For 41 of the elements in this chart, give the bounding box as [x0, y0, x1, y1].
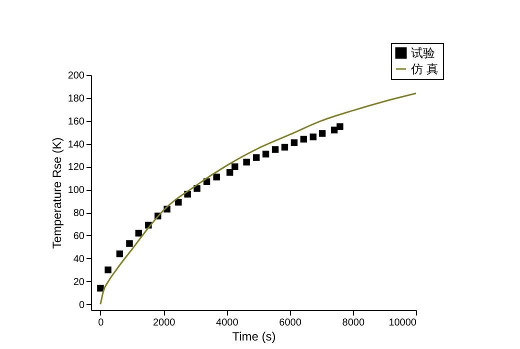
point [262, 150, 270, 158]
x-tick-label: 6000 [279, 318, 302, 328]
point [300, 136, 308, 143]
point [175, 198, 182, 206]
point [281, 144, 288, 151]
legend-label: 试验 [411, 46, 435, 60]
point [104, 266, 112, 274]
legend-label: 仿 真 [410, 62, 438, 76]
y-tick-label: 200 [68, 70, 85, 82]
point [243, 158, 250, 166]
point [272, 146, 279, 153]
point [126, 240, 133, 247]
y-tick-label: 0 [78, 300, 85, 311]
point [116, 250, 124, 258]
y-tick-label: 100 [68, 185, 85, 196]
x-tick-label: 0 [98, 318, 104, 328]
y-tick-label: 80 [73, 208, 85, 220]
point [310, 134, 316, 140]
y-tick-label: 20 [73, 276, 85, 288]
y-tick-label: 60 [73, 230, 85, 242]
point [213, 174, 220, 180]
x-tick-label: 10000 [388, 318, 417, 328]
x-tick-label: 2000 [152, 318, 176, 328]
y-tick-label: 40 [73, 254, 85, 265]
point [290, 139, 298, 146]
point [330, 126, 338, 134]
point [252, 154, 260, 161]
point [232, 163, 238, 170]
x-axis-title: Time (s) [232, 330, 276, 344]
y-axis-title: Temperature Rse (K) [50, 137, 64, 249]
point [336, 123, 344, 130]
point [318, 130, 326, 137]
point [226, 169, 234, 176]
x-tick-label: 4000 [216, 318, 239, 328]
y-tick-label: 180 [68, 93, 85, 104]
point [97, 284, 104, 292]
y-tick-label: 140 [68, 139, 85, 150]
y-tick-label: 120 [68, 162, 85, 174]
y-tick-label: 160 [68, 116, 85, 128]
point [135, 230, 142, 237]
x-tick-label: 8000 [342, 318, 365, 328]
